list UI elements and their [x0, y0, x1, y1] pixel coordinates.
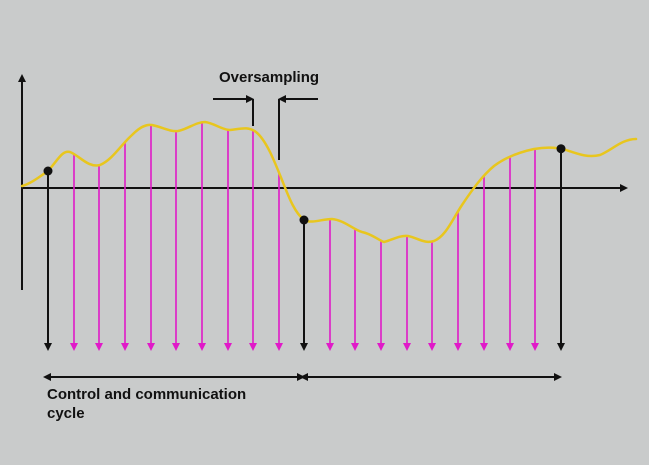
cycle-sample-dot: [43, 166, 53, 176]
axes-group: [18, 74, 628, 290]
cycle-sample-dot: [556, 144, 566, 154]
oversampling-indicator: [213, 95, 318, 160]
sample-arrows-group: [70, 122, 539, 351]
oversampling-label: Oversampling: [219, 69, 320, 86]
signal-curve: [20, 120, 638, 244]
cycle-sample-markers: [43, 144, 566, 351]
cycle-label: Control and communication cycle: [47, 386, 247, 422]
cycle-sample-dot: [299, 215, 309, 225]
